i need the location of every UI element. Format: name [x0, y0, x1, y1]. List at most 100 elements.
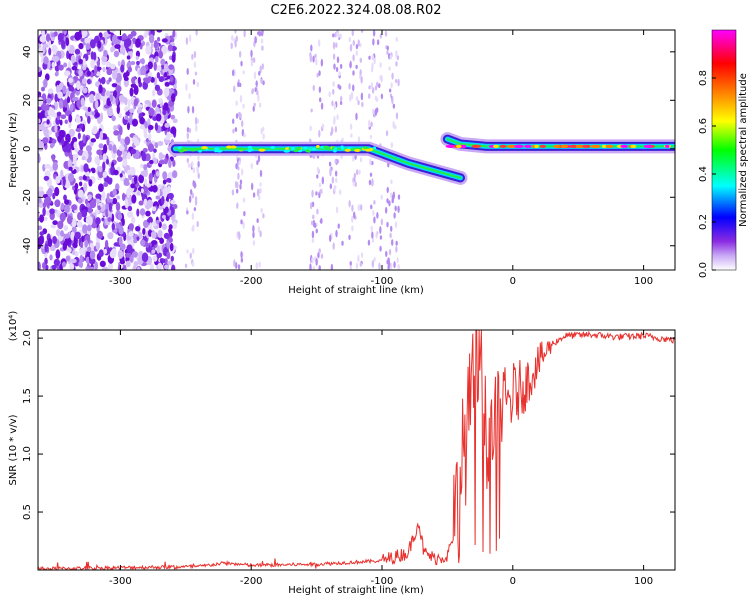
carrier-hotspot	[456, 144, 462, 148]
noise-speckle	[243, 210, 246, 217]
noise-speckle	[107, 216, 112, 222]
noise-speckle	[170, 199, 176, 205]
noise-speckle	[234, 262, 238, 270]
noise-speckle	[126, 152, 132, 160]
noise-speckle	[367, 239, 371, 246]
noise-speckle	[250, 182, 254, 191]
noise-speckle	[158, 76, 165, 83]
noise-speckle	[392, 120, 395, 129]
noise-speckle	[135, 225, 141, 232]
carrier-hotspot	[214, 147, 220, 151]
noise-speckle	[150, 43, 154, 48]
noise-speckle	[103, 181, 109, 187]
noise-speckle	[385, 250, 388, 258]
noise-speckle	[133, 85, 139, 96]
noise-speckle	[52, 220, 58, 226]
carrier-hotspot	[560, 144, 569, 148]
noise-speckle	[131, 216, 136, 224]
noise-speckle	[352, 39, 355, 47]
noise-speckle	[195, 30, 198, 36]
noise-speckle	[65, 255, 71, 262]
noise-speckle	[171, 264, 176, 270]
noise-speckle	[360, 252, 364, 258]
noise-speckle	[74, 231, 81, 240]
noise-speckle	[120, 64, 125, 73]
noise-speckle	[57, 220, 64, 230]
noise-speckle	[56, 210, 61, 218]
noise-speckle	[115, 96, 119, 106]
x-tick-label: 0	[510, 276, 516, 287]
noise-speckle	[239, 179, 243, 185]
noise-speckle	[94, 198, 101, 204]
noise-speckle	[102, 161, 106, 172]
noise-speckle	[375, 97, 379, 102]
noise-speckle	[311, 189, 314, 198]
noise-speckle	[167, 260, 174, 266]
noise-speckle	[72, 250, 76, 256]
noise-speckle	[164, 122, 170, 128]
noise-speckle	[373, 257, 376, 262]
noise-speckle	[237, 264, 241, 270]
noise-speckle	[52, 138, 57, 144]
noise-speckle	[126, 210, 134, 218]
noise-speckle	[122, 158, 128, 167]
noise-speckle	[361, 101, 364, 108]
noise-speckle	[52, 192, 56, 200]
noise-speckle	[315, 257, 318, 266]
noise-speckle	[87, 194, 92, 200]
noise-speckle	[121, 192, 126, 201]
y-tick-label: -40	[22, 238, 33, 254]
noise-speckle	[252, 224, 255, 233]
noise-speckle	[133, 98, 139, 107]
noise-speckle	[385, 130, 389, 137]
carrier-hotspot	[225, 145, 233, 149]
noise-speckle	[112, 197, 118, 205]
noise-speckle	[250, 162, 253, 170]
noise-speckle	[186, 158, 190, 163]
noise-speckle	[77, 189, 84, 198]
noise-speckle	[114, 183, 120, 191]
noise-speckle	[197, 172, 200, 179]
carrier-hotspot	[524, 144, 532, 148]
noise-speckle	[184, 263, 188, 269]
noise-speckle	[124, 252, 131, 258]
noise-speckle	[376, 211, 379, 219]
noise-speckle	[153, 61, 157, 71]
noise-speckle	[101, 190, 106, 201]
noise-speckle	[43, 56, 49, 65]
carrier-hotspot	[585, 144, 590, 148]
noise-speckle	[352, 70, 355, 76]
noise-speckle	[42, 202, 47, 208]
colorbar-tick-label: 0.8	[698, 70, 709, 86]
noise-speckle	[96, 149, 103, 156]
noise-speckle	[54, 199, 61, 208]
noise-speckle	[95, 240, 101, 251]
noise-speckle	[355, 64, 358, 70]
noise-speckle	[168, 159, 172, 169]
noise-speckle	[261, 30, 264, 35]
noise-speckle	[151, 240, 158, 245]
spectrogram-frame	[37, 29, 676, 271]
noise-speckle	[102, 135, 108, 140]
noise-speckle	[332, 41, 336, 50]
noise-speckle	[129, 87, 134, 97]
noise-speckle	[70, 54, 76, 64]
noise-speckle	[87, 79, 91, 85]
colorbar-tick-label: 0.0	[698, 262, 709, 278]
noise-speckle	[243, 30, 246, 38]
noise-speckle	[231, 69, 235, 77]
noise-speckle	[141, 252, 149, 263]
noise-speckle	[61, 261, 67, 268]
noise-speckle	[310, 220, 314, 226]
noise-speckle	[113, 169, 119, 176]
noise-speckle	[90, 51, 95, 60]
noise-speckle	[150, 186, 154, 192]
snr-x-ticks: -300 -200 -100 0 100	[109, 330, 653, 587]
noise-speckle	[44, 243, 48, 253]
noise-speckle	[185, 83, 188, 91]
noise-speckle	[237, 231, 240, 236]
noise-speckle	[38, 225, 43, 231]
noise-speckle	[360, 204, 363, 211]
noise-speckle	[78, 181, 83, 187]
noise-speckle	[133, 139, 140, 147]
